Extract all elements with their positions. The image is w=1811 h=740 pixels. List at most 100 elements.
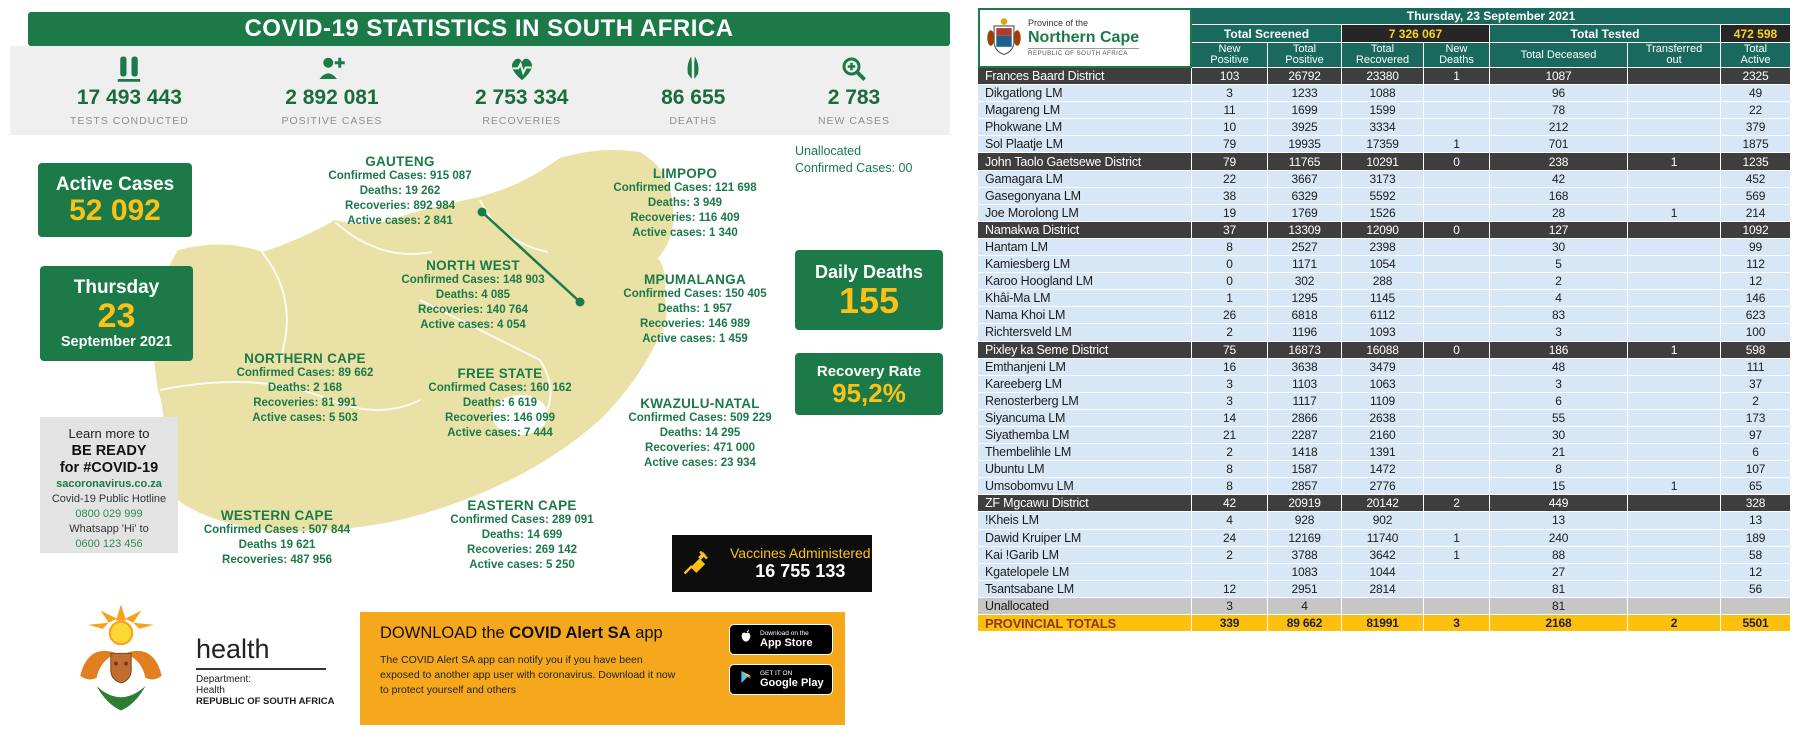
row-value: 81	[1490, 580, 1628, 598]
row-value: 5501	[1721, 615, 1790, 633]
row-value: 27	[1490, 563, 1628, 581]
province-stat-line: Recoveries: 146 099	[445, 412, 555, 424]
summary-stat-value: 2 892 081	[285, 86, 379, 109]
row-value: 12169	[1268, 529, 1342, 547]
summary-stat-value: 86 655	[661, 86, 726, 109]
province-name: EASTERN CAPE	[467, 498, 577, 513]
unallocated-line2: Confirmed Cases: 00	[795, 161, 913, 175]
row-value	[1424, 170, 1490, 188]
row-value: 1145	[1342, 290, 1424, 308]
row-value: 1587	[1268, 461, 1342, 479]
table-row: Richtersveld LM 2 1196 1093 3 100	[978, 324, 1790, 342]
province-stat-line: Deaths: 14 699	[481, 529, 563, 541]
summary-stat-label: DEATHS	[669, 115, 718, 127]
row-value: 3	[1490, 375, 1628, 393]
table-row: Magareng LM 11 1699 1599 78 22	[978, 102, 1790, 120]
row-value	[1628, 187, 1721, 205]
row-value: 2	[1424, 495, 1490, 513]
date-card: Thursday 23 September 2021	[40, 266, 193, 361]
summary-stat-label: TESTS CONDUCTED	[70, 115, 189, 127]
row-value	[1628, 580, 1721, 598]
row-value: 1	[1424, 136, 1490, 154]
row-value: 23380	[1342, 68, 1424, 86]
row-value: 42	[1490, 170, 1628, 188]
province-stat-line: Recoveries: 140 764	[418, 304, 528, 316]
row-region-name: Frances Baard District	[978, 68, 1192, 86]
province-stat-line: Confirmed Cases: 121 698	[613, 182, 757, 194]
row-value: 2	[1628, 615, 1721, 633]
badge-small-text: GET IT ON	[760, 669, 793, 677]
province-stat-line: Active cases: 5 503	[252, 412, 358, 424]
row-value	[1424, 324, 1490, 342]
row-value: 1	[1628, 204, 1721, 222]
row-value: 2168	[1490, 615, 1628, 633]
row-value: 928	[1268, 512, 1342, 530]
province-stat-line: Recoveries: 471 000	[645, 442, 755, 454]
row-value	[1424, 580, 1490, 598]
row-value	[1424, 597, 1490, 615]
table-row: John Taolo Gaetsewe District 79 11765 10291…	[978, 153, 1790, 171]
province-stat-line: Active cases: 7 444	[447, 427, 553, 439]
total-tested-value: 472 598	[1721, 25, 1790, 43]
row-value: 2	[1490, 273, 1628, 291]
row-region-name: Phokwane LM	[978, 119, 1192, 137]
row-value: 16873	[1268, 341, 1342, 359]
row-value: 0	[1192, 273, 1268, 291]
row-value: 701	[1490, 136, 1628, 154]
row-value	[1628, 85, 1721, 103]
row-region-name: Kareeberg LM	[978, 375, 1192, 393]
province-name: MPUMALANGA	[644, 272, 746, 287]
table-row: Ubuntu LM 8 1587 1472 8 107	[978, 461, 1790, 479]
province-stat-line: Deaths: 6 619	[462, 397, 538, 409]
row-value: 3	[1192, 85, 1268, 103]
row-value: 37	[1721, 376, 1790, 393]
dept-line: Department:	[196, 674, 252, 685]
recovery-rate-value: 95,2%	[832, 377, 906, 408]
column-headers: New Positive Total Positive Total Recovere…	[1192, 43, 1790, 68]
vaccines-administered-card: Vaccines Administered 16 755 133	[672, 535, 872, 592]
row-value: 2	[1721, 393, 1790, 410]
row-value: 3479	[1342, 358, 1424, 376]
row-value: 240	[1490, 529, 1628, 547]
row-value: 288	[1342, 273, 1424, 291]
table-row: Siyancuma LM 14 2866 2638 55 173	[978, 409, 1790, 427]
column-header: New Deaths	[1424, 43, 1490, 68]
row-value: 30	[1490, 426, 1628, 445]
row-value	[1628, 238, 1721, 257]
table-row: Emthanjeni LM 16 3638 3479 48 111	[978, 358, 1790, 376]
row-value	[1424, 512, 1490, 530]
row-region-name: Siyathemba LM	[978, 426, 1192, 445]
row-value: 112	[1721, 256, 1790, 274]
province-stat-line: Active cases: 1 340	[632, 227, 738, 239]
row-value	[1342, 597, 1424, 615]
province-callout-eastern-cape: EASTERN CAPE Confirmed Cases: 289 091 Deat…	[427, 498, 617, 573]
table-row: PROVINCIAL TOTALS 339 89 662 81991 3 2168 2 550…	[978, 615, 1790, 633]
table-row: Kai !Garib LM 2 3788 3642 1 88 58	[978, 546, 1790, 564]
row-value	[1628, 170, 1721, 188]
sacoronavirus-link[interactable]: sacoronavirus.co.za	[56, 478, 162, 491]
row-value: 0	[1424, 221, 1490, 239]
row-value: 1	[1424, 68, 1490, 86]
row-region-name: Kgatelopele LM	[978, 563, 1192, 581]
northern-cape-logo-cell: Province of the Northern Cape REPUBLIC O…	[978, 8, 1192, 68]
table-row: Renosterberg LM 3 1117 1109 6 2	[978, 392, 1790, 410]
northern-cape-crest-icon	[987, 18, 1021, 56]
row-value: 100	[1721, 324, 1790, 342]
column-header: Total Active	[1721, 43, 1790, 68]
row-value: 2638	[1342, 409, 1424, 427]
province-stat-line: Recoveries: 81 991	[253, 397, 357, 409]
row-value	[1628, 358, 1721, 376]
province-callout-limpopo: LIMPOPO Confirmed Cases: 121 698 Deaths: 3…	[590, 166, 780, 241]
province-callout-north-west: NORTH WEST Confirmed Cases: 148 903 Deaths…	[378, 258, 568, 333]
app-store-badge[interactable]: Download on the App Store	[729, 624, 833, 655]
unallocated-note: Unallocated Confirmed Cases: 00	[795, 143, 965, 177]
row-value: 8	[1490, 461, 1628, 479]
row-value: 328	[1721, 495, 1790, 513]
google-play-badge[interactable]: GET IT ON Google Play	[729, 664, 833, 695]
date-month-year: September 2021	[60, 334, 173, 351]
row-value: 569	[1721, 188, 1790, 205]
row-value: 2160	[1342, 426, 1424, 445]
row-value	[1628, 290, 1721, 308]
row-value: 26792	[1268, 68, 1342, 86]
row-value: 3173	[1342, 170, 1424, 188]
